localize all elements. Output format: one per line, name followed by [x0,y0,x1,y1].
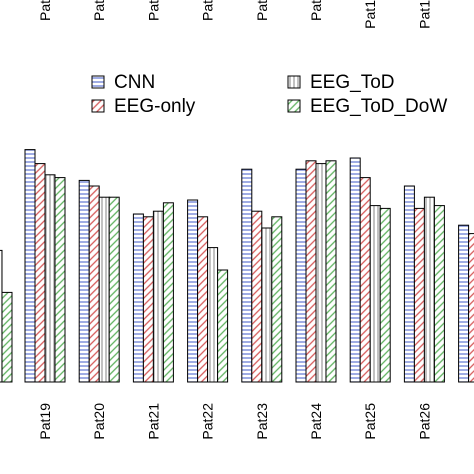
bar-partial-left-eeg-tod-dow [1,291,13,383]
x-tick-label-pat22: Pat22 [200,403,216,440]
bar-pat25-eeg-only [359,177,371,383]
bar-pat22-cnn [187,199,199,383]
bar-pat21-eeg-only [142,216,154,383]
bar-pat24-cnn [295,168,307,383]
bar-pat26-eeg-only [413,207,425,383]
bar-pat19-eeg-only [34,163,46,383]
bar-pat19-eeg-tod-dow [54,177,66,383]
legend-label-eeg-tod: EEG_ToD [310,72,394,93]
top-tick-label: Pat [254,0,270,21]
bar-pat26-eeg-tod [423,196,435,383]
x-tick-label-pat24: Pat24 [308,403,324,440]
x-tick-label-pat20: Pat20 [91,403,107,440]
bar-pat20-eeg-tod [98,196,110,383]
legend-swatch-eeg-tod-dow [287,99,301,113]
bar-pat23-eeg-tod-dow [271,216,283,383]
bar-partial-right-cnn [458,224,470,383]
top-tick-labels: Pat Pat Pat Pat Pat Pat Pat1 Pat1 [37,0,432,29]
bar-pat19-eeg-tod [44,174,56,383]
bar-pat21-eeg-tod [152,210,164,383]
bar-pat24-eeg-only [305,160,317,383]
bar-pat21-eeg-tod-dow [162,202,174,383]
top-tick-label: Pat [37,0,53,21]
legend-swatch-eeg-tod [287,75,301,89]
legend: CNN EEG_ToD EEG-only EEG_ToD_DoW [91,72,447,117]
x-tick-label-pat21: Pat21 [145,403,161,440]
legend-label-eeg-tod-dow: EEG_ToD_DoW [310,96,447,117]
legend-swatch-cnn [91,75,105,89]
top-tick-label: Pat [91,0,107,21]
top-tick-label: Pat [308,0,324,21]
x-tick-label-pat26: Pat26 [416,403,432,440]
bar-pat24-eeg-tod [315,163,327,383]
bar-pat23-eeg-only [251,210,263,383]
bar-pat19-cnn [24,149,36,383]
bar-pat20-eeg-tod-dow [108,196,120,383]
bar-pat23-cnn [241,168,253,383]
x-tick-label-pat23: Pat23 [254,403,270,440]
legend-label-eeg-only: EEG-only [114,96,196,117]
bar-pat24-eeg-tod-dow [325,160,337,383]
bars [0,149,474,383]
bar-pat20-cnn [78,179,90,383]
top-tick-label: Pat [200,0,216,21]
bar-pat22-eeg-tod [207,247,219,383]
legend-swatch-eeg-only [91,99,105,113]
bar-pat20-eeg-only [88,185,100,383]
bar-pat21-cnn [132,213,144,383]
bar-pat26-eeg-tod-dow [433,205,445,383]
bar-pat26-cnn [403,185,415,383]
bar-pat25-eeg-tod [369,205,381,383]
legend-label-cnn: CNN [114,72,155,93]
bar-pat23-eeg-tod [261,227,273,383]
x-tick-labels: Pat19 Pat20 Pat21 Pat22 Pat23 Pat24 Pat25 Pat26 [37,403,432,440]
bar-partial-right-eeg-only [468,233,474,383]
top-tick-label: Pat1 [362,0,378,29]
top-tick-label: Pat1 [416,0,432,29]
x-tick-label-pat25: Pat25 [362,403,378,440]
bar-pat25-cnn [349,157,361,383]
bar-pat22-eeg-only [197,216,209,383]
top-tick-label: Pat [145,0,161,21]
bar-pat25-eeg-tod-dow [379,207,391,383]
bar-pat22-eeg-tod-dow [217,269,229,383]
x-tick-label-pat19: Pat19 [37,403,53,440]
